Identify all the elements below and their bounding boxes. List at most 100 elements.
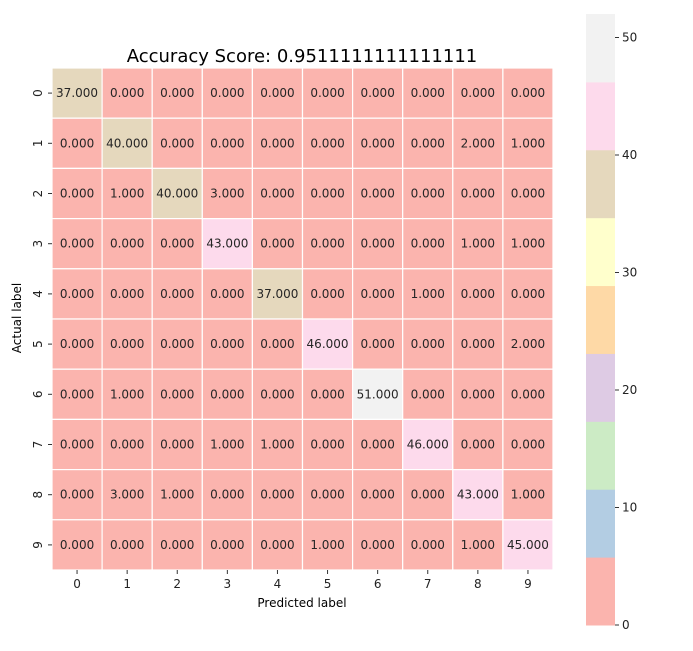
heatmap-cell [251,469,304,521]
cell-value-label: 0.000 [511,387,545,401]
heatmap-cell [51,218,103,270]
heatmap-cell [452,418,504,471]
cell-value-label: 0.000 [411,187,445,201]
heatmap-cell [151,469,203,521]
heatmap-cell [51,519,103,571]
cell-value-label: 3.000 [210,187,244,201]
heatmap-cell [452,368,504,421]
cell-value-label: 1.000 [210,438,244,452]
colorbar-tick-label: 40 [622,148,637,162]
y-tick-label: 3 [31,240,45,248]
colorbar-segment [586,557,615,626]
cell-value-label: 0.000 [360,86,394,100]
y-tick-label: 8 [31,491,45,499]
heatmap-cell [402,519,454,571]
heatmap-cell [301,368,354,421]
heatmap-cell [101,117,153,169]
y-tick-label: 6 [31,390,45,398]
x-tick-label: 7 [424,577,432,591]
cell-value-label: 0.000 [310,387,344,401]
cell-value-label: 0.000 [360,538,394,552]
heatmap-cell [101,469,153,521]
heatmap-cell [251,418,304,471]
cell-value-label: 0.000 [411,538,445,552]
cell-value-label: 37.000 [56,86,98,100]
cell-value-label: 0.000 [160,237,194,251]
cell-value-label: 0.000 [110,438,144,452]
colorbar-segment [586,489,615,558]
cell-value-label: 0.000 [110,538,144,552]
heatmap-cell [452,167,504,220]
cell-value-label: 0.000 [260,337,294,351]
colorbar-segment [586,421,615,490]
x-tick-label: 2 [173,577,181,591]
heatmap-cell [251,318,304,370]
heatmap-cell [201,469,254,521]
heatmap-cell [502,368,554,421]
y-tick-label: 2 [31,190,45,198]
cell-value-label: 1.000 [110,387,144,401]
cell-value-label: 0.000 [210,488,244,502]
y-axis-label: Actual label [10,283,24,353]
cell-value-label: 0.000 [210,387,244,401]
cell-value-label: 0.000 [60,387,94,401]
heatmap-cell [301,268,354,320]
cell-value-label: 0.000 [461,438,495,452]
cell-value-label: 1.000 [461,237,495,251]
heatmap-cell [502,519,554,571]
heatmap-cell [502,268,554,320]
x-axis-ticks: 0 1 2 3 4 5 6 7 8 9 [73,570,532,591]
heatmap-cell [352,519,404,571]
cell-value-label: 0.000 [60,187,94,201]
heatmap-cell [201,117,254,169]
cell-value-label: 0.000 [260,387,294,401]
y-tick-label: 4 [31,290,45,298]
cell-value-label: 2.000 [511,337,545,351]
cell-value-label: 0.000 [60,538,94,552]
cell-value-label: 43.000 [457,488,499,502]
cell-value-label: 0.000 [360,337,394,351]
heatmap-cell [301,519,354,571]
cell-value-label: 0.000 [511,187,545,201]
colorbar-tick-label: 30 [622,266,637,280]
heatmap-cell [502,418,554,471]
cell-value-label: 0.000 [411,387,445,401]
cell-value-label: 0.000 [260,187,294,201]
cell-value-label: 0.000 [160,438,194,452]
x-tick-label: 1 [123,577,131,591]
heatmap-cell [352,268,404,320]
cell-value-label: 1.000 [110,187,144,201]
cell-value-label: 0.000 [60,287,94,301]
colorbar-segment [586,285,615,354]
heatmap-cell [402,368,454,421]
cell-value-label: 0.000 [310,287,344,301]
cell-value-label: 0.000 [461,287,495,301]
cell-value-label: 0.000 [310,187,344,201]
chart-title: Accuracy Score: 0.9511111111111111 [127,46,478,67]
heatmap-cell [151,268,203,320]
x-tick-label: 8 [474,577,482,591]
y-tick-label: 7 [31,441,45,449]
cell-value-label: 1.000 [461,538,495,552]
heatmap-cell [101,167,153,220]
cell-value-label: 1.000 [160,488,194,502]
cell-value-label: 40.000 [156,187,198,201]
cell-value-label: 46.000 [307,337,349,351]
cell-value-label: 0.000 [310,86,344,100]
heatmap-cell [101,268,153,320]
x-axis-label: Predicted label [257,596,346,610]
heatmap-cell [502,67,554,119]
heatmap-cell [101,67,153,119]
cell-value-label: 0.000 [310,438,344,452]
cell-value-label: 0.000 [160,86,194,100]
heatmap-cell [352,117,404,169]
heatmap-cells [51,67,554,571]
cell-value-label: 40.000 [106,136,148,150]
cell-value-label: 0.000 [260,86,294,100]
cell-value-label: 0.000 [210,538,244,552]
cell-value-label: 46.000 [407,438,449,452]
heatmap-cell [352,218,404,270]
cell-value-label: 2.000 [461,136,495,150]
cell-value-label: 0.000 [260,237,294,251]
y-tick-label: 9 [31,541,45,549]
